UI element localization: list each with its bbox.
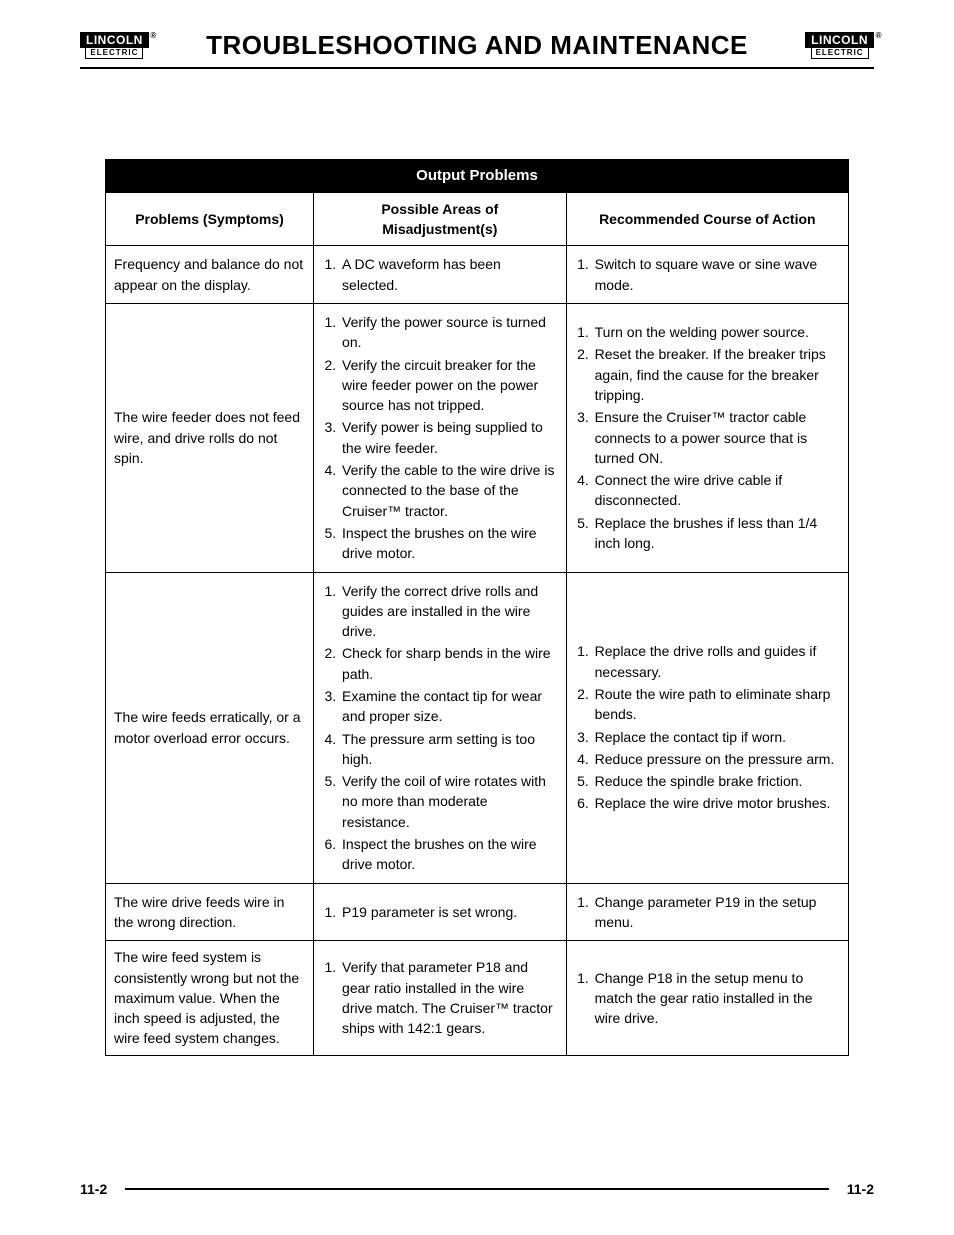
troubleshooting-table-wrap: Output Problems Problems (Symptoms) Poss… xyxy=(105,159,849,1056)
column-header-misadjustment: Possible Areas of Misadjustment(s) xyxy=(314,192,567,246)
recommended-item: Turn on the welding power source. xyxy=(593,322,840,342)
recommended-item: Change P18 in the setup menu to match th… xyxy=(593,968,840,1029)
misadjustment-cell: Verify that parameter P18 and gear ratio… xyxy=(314,941,567,1055)
table-caption-row: Output Problems xyxy=(106,160,849,193)
recommended-item: Replace the wire drive motor brushes. xyxy=(593,793,840,813)
recommended-item: Switch to square wave or sine wave mode. xyxy=(593,254,840,295)
recommended-item: Replace the contact tip if worn. xyxy=(593,727,840,747)
column-header-problems: Problems (Symptoms) xyxy=(106,192,314,246)
recommended-cell: Switch to square wave or sine wave mode. xyxy=(566,246,848,304)
table-row: The wire feeds erratically, or a motor o… xyxy=(106,572,849,883)
recommended-item: Connect the wire drive cable if disconne… xyxy=(593,470,840,511)
logo-left: LINCOLN ELECTRIC xyxy=(80,32,149,59)
misadjustment-item: P19 parameter is set wrong. xyxy=(340,902,558,922)
logo-bottom-text: ELECTRIC xyxy=(85,48,143,59)
recommended-cell: Turn on the welding power source.Reset t… xyxy=(566,303,848,572)
page: LINCOLN ELECTRIC TROUBLESHOOTING AND MAI… xyxy=(0,0,954,1235)
misadjustment-item: Inspect the brushes on the wire drive mo… xyxy=(340,523,558,564)
column-header-recommended: Recommended Course of Action xyxy=(566,192,848,246)
page-header: LINCOLN ELECTRIC TROUBLESHOOTING AND MAI… xyxy=(80,30,874,69)
misadjustment-item: Verify the correct drive rolls and guide… xyxy=(340,581,558,642)
table-row: The wire feeder does not feed wire, and … xyxy=(106,303,849,572)
page-number-left: 11-2 xyxy=(80,1181,107,1197)
misadjustment-item: Verify the power source is turned on. xyxy=(340,312,558,353)
symptom-cell: The wire feeds erratically, or a motor o… xyxy=(106,572,314,883)
symptom-cell: The wire feed system is consistently wro… xyxy=(106,941,314,1055)
recommended-cell: Replace the drive rolls and guides if ne… xyxy=(566,572,848,883)
troubleshooting-table: Output Problems Problems (Symptoms) Poss… xyxy=(105,159,849,1056)
misadjustment-item: A DC waveform has been selected. xyxy=(340,254,558,295)
recommended-cell: Change P18 in the setup menu to match th… xyxy=(566,941,848,1055)
page-number-right: 11-2 xyxy=(847,1181,874,1197)
misadjustment-item: Verify power is being supplied to the wi… xyxy=(340,417,558,458)
misadjustment-item: Verify the coil of wire rotates with no … xyxy=(340,771,558,832)
recommended-item: Route the wire path to eliminate sharp b… xyxy=(593,684,840,725)
recommended-item: Ensure the Cruiser™ tractor cable connec… xyxy=(593,407,840,468)
misadjustment-item: Check for sharp bends in the wire path. xyxy=(340,643,558,684)
logo-bottom-text: ELECTRIC xyxy=(811,48,869,59)
recommended-item: Replace the brushes if less than 1/4 inc… xyxy=(593,513,840,554)
misadjustment-item: The pressure arm setting is too high. xyxy=(340,729,558,770)
table-header-row: Problems (Symptoms) Possible Areas of Mi… xyxy=(106,192,849,246)
logo-top-text: LINCOLN xyxy=(80,32,149,48)
misadjustment-cell: Verify the correct drive rolls and guide… xyxy=(314,572,567,883)
logo-top-text: LINCOLN xyxy=(805,32,874,48)
misadjustment-item: Verify the circuit breaker for the wire … xyxy=(340,355,558,416)
misadjustment-cell: A DC waveform has been selected. xyxy=(314,246,567,304)
recommended-item: Reduce pressure on the pressure arm. xyxy=(593,749,840,769)
recommended-item: Reduce the spindle brake friction. xyxy=(593,771,840,791)
logo-right: LINCOLN ELECTRIC xyxy=(805,32,874,59)
table-row: The wire feed system is consistently wro… xyxy=(106,941,849,1055)
table-row: Frequency and balance do not appear on t… xyxy=(106,246,849,304)
table-body: Frequency and balance do not appear on t… xyxy=(106,246,849,1055)
table-row: The wire drive feeds wire in the wrong d… xyxy=(106,883,849,941)
misadjustment-cell: Verify the power source is turned on.Ver… xyxy=(314,303,567,572)
footer-divider xyxy=(125,1188,829,1190)
misadjustment-item: Verify the cable to the wire drive is co… xyxy=(340,460,558,521)
symptom-cell: Frequency and balance do not appear on t… xyxy=(106,246,314,304)
misadjustment-cell: P19 parameter is set wrong. xyxy=(314,883,567,941)
page-title: TROUBLESHOOTING AND MAINTENANCE xyxy=(149,30,805,61)
page-footer: 11-2 11-2 xyxy=(80,1181,874,1197)
misadjustment-item: Examine the contact tip for wear and pro… xyxy=(340,686,558,727)
table-caption: Output Problems xyxy=(106,160,849,193)
misadjustment-item: Verify that parameter P18 and gear ratio… xyxy=(340,957,558,1038)
recommended-cell: Change parameter P19 in the setup menu. xyxy=(566,883,848,941)
recommended-item: Reset the breaker. If the breaker trips … xyxy=(593,344,840,405)
misadjustment-item: Inspect the brushes on the wire drive mo… xyxy=(340,834,558,875)
symptom-cell: The wire feeder does not feed wire, and … xyxy=(106,303,314,572)
recommended-item: Replace the drive rolls and guides if ne… xyxy=(593,641,840,682)
recommended-item: Change parameter P19 in the setup menu. xyxy=(593,892,840,933)
symptom-cell: The wire drive feeds wire in the wrong d… xyxy=(106,883,314,941)
